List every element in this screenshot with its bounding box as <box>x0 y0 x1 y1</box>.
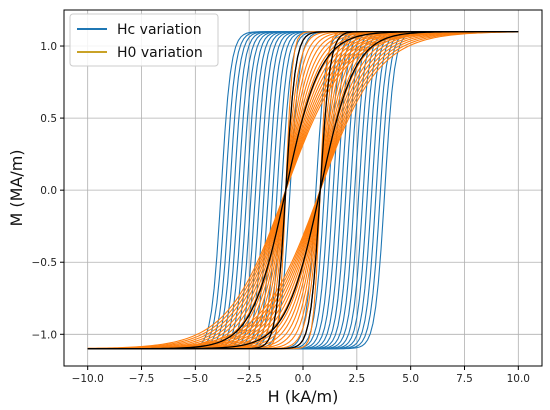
reference-loops <box>87 30 519 350</box>
legend-label-h0: H0 variation <box>117 45 203 61</box>
x-tick-label: 2.5 <box>348 373 365 385</box>
y-tick-label: −0.5 <box>32 257 58 269</box>
x-tick-label: 7.5 <box>456 373 473 385</box>
y-axis-label: M (MA/m) <box>7 149 26 226</box>
x-tick-label: 10.0 <box>507 373 530 385</box>
legend: Hc variation H0 variation <box>69 13 219 67</box>
y-axis-ticks: −1.0 −0.5 0.0 0.5 1.0 <box>32 41 64 341</box>
y-tick-label: 1.0 <box>40 41 57 53</box>
x-tick-label: −7.5 <box>129 373 155 385</box>
x-tick-label: −2.5 <box>236 373 262 385</box>
x-tick-label: 0.0 <box>295 373 312 385</box>
x-tick-label: −5.0 <box>183 373 209 385</box>
y-tick-label: −1.0 <box>32 329 58 341</box>
legend-label-hc: Hc variation <box>117 22 202 38</box>
h0-variation-loop <box>87 31 519 350</box>
y-tick-label: 0.0 <box>40 185 57 197</box>
plot-area <box>87 30 519 350</box>
x-tick-label: −10.0 <box>72 373 104 385</box>
y-tick-label: 0.5 <box>40 113 57 125</box>
reference-loop <box>87 30 519 350</box>
x-axis-label: H (kA/m) <box>268 387 339 406</box>
x-tick-label: 5.0 <box>402 373 419 385</box>
x-axis-ticks: −10.0 −7.5 −5.0 −2.5 0.0 2.5 5.0 7.5 10.0 <box>72 366 530 385</box>
